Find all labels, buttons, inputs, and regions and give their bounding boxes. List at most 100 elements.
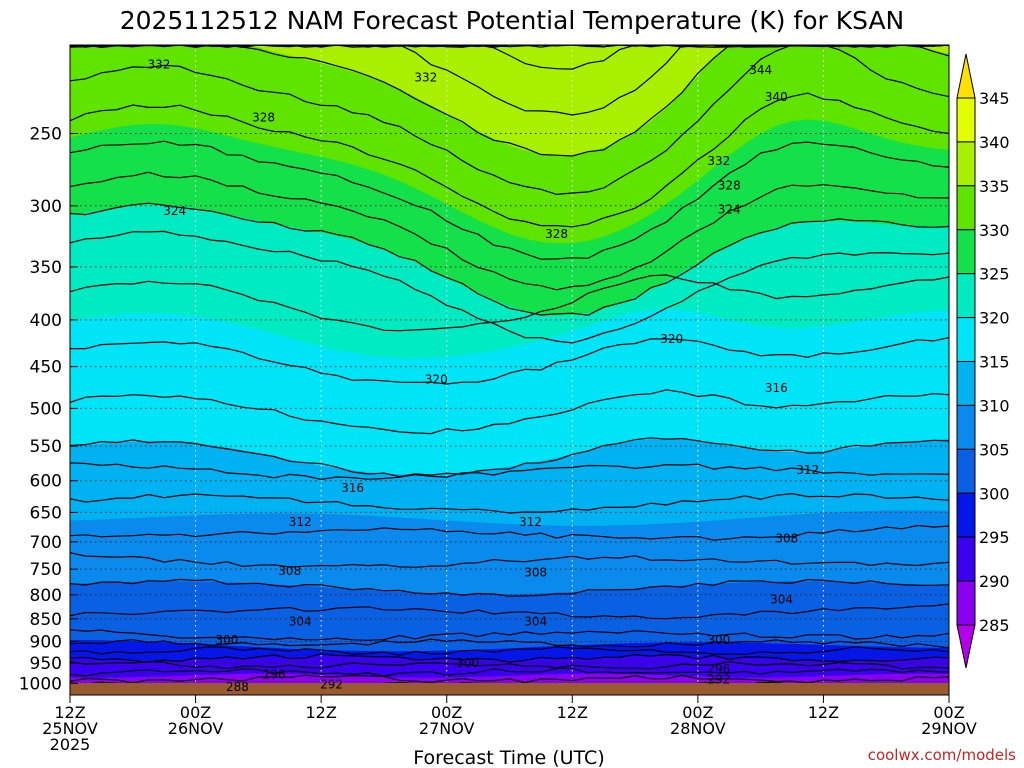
contour-label: 296 bbox=[707, 662, 730, 676]
contour-label: 344 bbox=[749, 63, 772, 77]
contour-label: 324 bbox=[163, 204, 186, 218]
contour-label: 328 bbox=[718, 178, 741, 192]
gridlines bbox=[70, 45, 949, 695]
colorbar-tick-label: 325 bbox=[979, 265, 1010, 284]
colorbar-swatch bbox=[956, 492, 976, 538]
contour-label-text: 300 bbox=[707, 633, 730, 647]
colorbar-top-arrow bbox=[956, 53, 976, 99]
contour-label-text: 304 bbox=[770, 593, 793, 607]
contour-label-text: 328 bbox=[718, 178, 741, 192]
contour-label: 312 bbox=[289, 515, 312, 529]
colorbar-swatch bbox=[956, 229, 976, 275]
contour-label-text: 292 bbox=[707, 672, 730, 686]
contour-label-text: 296 bbox=[707, 662, 730, 676]
y-tick-label: 500 bbox=[30, 399, 62, 419]
colorbar-tick-label: 330 bbox=[979, 221, 1010, 240]
contour-label: 300 bbox=[456, 656, 479, 670]
credit-text: coolwx.com/models bbox=[868, 746, 1016, 764]
x-tick-label: 00Z bbox=[431, 703, 462, 722]
colorbar-swatch bbox=[956, 273, 976, 319]
y-tick-label: 350 bbox=[30, 258, 62, 278]
colorbar-tick-label: 335 bbox=[979, 177, 1010, 196]
x-tick-label: 00Z bbox=[682, 703, 713, 722]
contour-label: 292 bbox=[707, 672, 730, 686]
contour-line-319 bbox=[70, 337, 949, 385]
x-tick-label: 26NOV bbox=[168, 719, 224, 738]
colorbar-legend: 345 340 335 330 325 320 315 310 305 300 295 290 285 bbox=[956, 53, 1010, 669]
contour-label-text: 296 bbox=[263, 667, 286, 681]
colorbar-swatch bbox=[956, 536, 976, 582]
contour-label-text: 332 bbox=[414, 70, 437, 84]
contour-label-text: 320 bbox=[660, 332, 683, 346]
contour-label: 332 bbox=[147, 57, 170, 71]
contour-label-text: 316 bbox=[765, 381, 788, 395]
contour-line-309 bbox=[70, 524, 949, 541]
x-tick-label: 27NOV bbox=[419, 719, 475, 738]
x-tick-label: 12Z bbox=[557, 703, 588, 722]
contour-label-text: 312 bbox=[289, 515, 312, 529]
contour-label-text: 304 bbox=[289, 615, 312, 629]
contour-label: 304 bbox=[770, 593, 793, 607]
contour-label-text: 304 bbox=[524, 615, 547, 629]
x-tick-label: 29NOV bbox=[921, 719, 977, 738]
contour-label: 328 bbox=[252, 110, 275, 124]
contour-label: 292 bbox=[320, 677, 343, 691]
x-tick-label: 12Z bbox=[54, 703, 85, 722]
contour-line-335 bbox=[70, 45, 949, 157]
contour-label-text: 308 bbox=[524, 565, 547, 579]
contour-label-text: 312 bbox=[796, 463, 819, 477]
contour-label: 304 bbox=[524, 615, 547, 629]
contour-line-299 bbox=[70, 638, 949, 649]
contour-line-313 bbox=[70, 462, 949, 481]
colorbar-tick-label: 305 bbox=[979, 440, 1010, 459]
contour-line-295 bbox=[70, 653, 949, 663]
colorbar-tick-label: 345 bbox=[979, 89, 1010, 108]
colorbar-swatch bbox=[956, 404, 976, 450]
contour-label-text: 328 bbox=[252, 110, 275, 124]
y-tick-label: 400 bbox=[30, 311, 62, 331]
x-tick-label: 2025 bbox=[50, 735, 91, 754]
contour-label-text: 324 bbox=[163, 204, 186, 218]
contour-label-text: 344 bbox=[749, 63, 772, 77]
contour-label-text: 308 bbox=[775, 531, 798, 545]
x-tick-label: 00Z bbox=[933, 703, 964, 722]
x-tick-label: 00Z bbox=[180, 703, 211, 722]
colorbar-tick-label: 290 bbox=[979, 572, 1010, 591]
contour-line-311 bbox=[70, 492, 949, 514]
contour-line-345 bbox=[70, 45, 949, 49]
y-tick-label: 550 bbox=[30, 437, 62, 457]
contour-label: 304 bbox=[289, 615, 312, 629]
contour-label-text: 300 bbox=[216, 633, 239, 647]
contour-label: 328 bbox=[545, 227, 568, 241]
contour-label: 332 bbox=[707, 154, 730, 168]
colorbar-tick-label: 340 bbox=[979, 133, 1010, 152]
contour-label: 308 bbox=[278, 564, 301, 578]
y-tick-label: 300 bbox=[30, 197, 62, 217]
colorbar-swatch bbox=[956, 580, 976, 626]
x-axis-title: Forecast Time (UTC) bbox=[413, 747, 604, 768]
contour-label: 300 bbox=[216, 633, 239, 647]
contour-label: 312 bbox=[796, 463, 819, 477]
y-tick-label: 650 bbox=[30, 503, 62, 523]
contour-label: 340 bbox=[765, 90, 788, 104]
contour-label-text: 312 bbox=[519, 515, 542, 529]
filled-contours bbox=[70, 45, 949, 695]
contour-label-text: 316 bbox=[341, 481, 364, 495]
contour-label-text: 308 bbox=[278, 564, 301, 578]
contour-label: 288 bbox=[226, 680, 249, 694]
contour-line-315 bbox=[70, 437, 949, 478]
contour-line-323 bbox=[70, 230, 949, 344]
colorbar-tick-label: 300 bbox=[979, 484, 1010, 503]
contour-label-text: 288 bbox=[226, 680, 249, 694]
plot-frame bbox=[69, 44, 950, 696]
contour-line-325 bbox=[70, 202, 949, 316]
contour-line-289 bbox=[70, 674, 949, 684]
contour-line-297 bbox=[70, 646, 949, 656]
contour-line-305 bbox=[70, 578, 949, 597]
contour-label: 320 bbox=[425, 373, 448, 387]
contour-label-text: 300 bbox=[456, 656, 479, 670]
y-tick-label: 850 bbox=[30, 610, 62, 630]
contour-label: 312 bbox=[519, 515, 542, 529]
contour-line-303 bbox=[70, 603, 949, 620]
